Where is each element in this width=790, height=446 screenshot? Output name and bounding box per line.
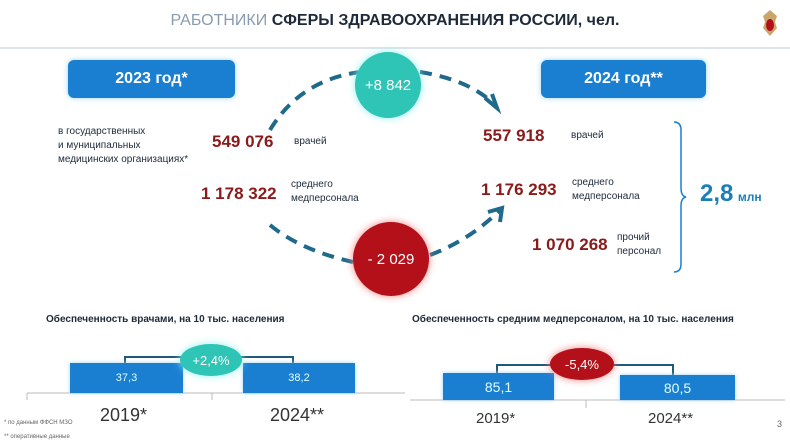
nurses-change-badge: - 2 029 <box>353 222 429 296</box>
x-label-2024: 2024** <box>648 410 694 427</box>
x-label-2024: 2024** <box>270 405 325 425</box>
doctors-2024: 557 918 <box>483 126 545 145</box>
page-title: РАБОТНИКИ СФЕРЫ ЗДРАВООХРАНЕНИЯ РОССИИ, … <box>170 12 620 29</box>
doctors-change-badge: +8 842 <box>355 52 421 118</box>
nurses-chart-title: Обеспеченность средним медперсоналом, на… <box>412 314 734 325</box>
other-2024-label: прочий персонал <box>617 232 662 257</box>
other-2024: 1 070 268 <box>532 235 608 254</box>
x-label-2019: 2019* <box>476 410 516 427</box>
doctors-chart-title: Обеспеченность врачами, на 10 тыс. насел… <box>46 314 285 325</box>
doctors-2024-label: врачей <box>571 130 604 141</box>
footnote-2: ** оперативные данные <box>4 434 70 440</box>
total-bracket <box>673 121 687 273</box>
bar-2019-doctors: 37,3 <box>70 363 183 393</box>
nurses-2024-label: среднего медперсонала <box>572 177 640 202</box>
bar-2019-nurses: 85,1 <box>443 373 554 400</box>
ministry-emblem-icon <box>763 10 777 36</box>
page-number: 3 <box>777 419 783 429</box>
total-2024: 2,8 млн <box>700 180 762 207</box>
year-2024-badge: 2024 год** <box>541 60 706 98</box>
doctors-ratio-change: +2,4% <box>180 344 242 376</box>
nurses-2024: 1 176 293 <box>481 180 557 199</box>
footnote-1: * по данным ФФСН МЗО <box>4 420 73 426</box>
nurses-ratio-change: -5,4% <box>550 348 614 380</box>
nurses-2023: 1 178 322 <box>201 184 277 203</box>
bar-2024-nurses: 80,5 <box>620 375 735 400</box>
doctors-2023: 549 076 <box>212 132 274 151</box>
bar-2024-doctors: 38,2 <box>243 363 355 393</box>
doctors-2023-label: врачей <box>294 136 327 147</box>
header-divider <box>0 47 790 49</box>
x-label-2019: 2019* <box>100 405 148 425</box>
year-2023-badge: 2023 год* <box>68 60 235 98</box>
nurses-2023-label: среднего медперсонала <box>291 179 359 204</box>
change-arrows <box>268 70 505 264</box>
organizations-note: в государственных и муниципальных медицинс… <box>58 126 189 165</box>
